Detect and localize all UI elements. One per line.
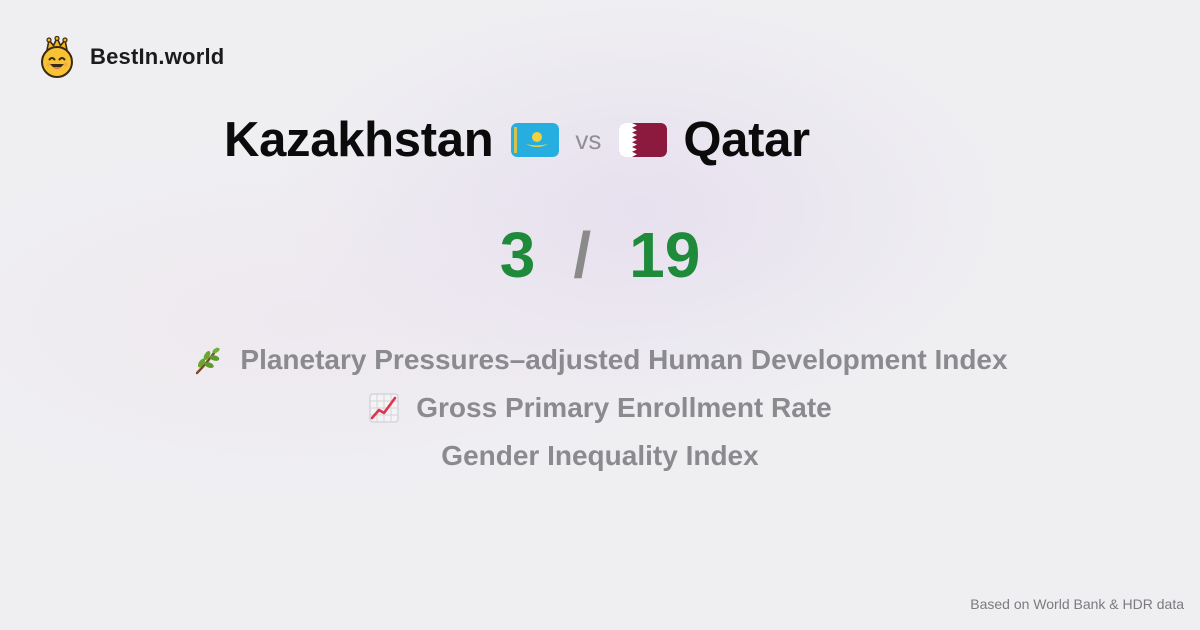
qatar-flag-icon [619, 123, 668, 157]
right-score: 19 [629, 219, 701, 291]
left-country-name: Kazakhstan [224, 113, 494, 167]
brand[interactable]: BestIn.world [38, 36, 224, 78]
metric-label: Planetary Pressures–adjusted Human Devel… [240, 344, 1008, 375]
herb-icon [196, 347, 221, 375]
score-separator: / [573, 219, 592, 291]
vs-label: vs [575, 124, 602, 155]
kazakhstan-flag-icon [511, 123, 560, 157]
metric-item: Gross Primary Enrollment Rate [0, 384, 1200, 432]
brand-name: BestIn.world [90, 44, 225, 69]
right-country-name: Qatar [683, 113, 810, 167]
data-source-note: Based on World Bank & HDR data [970, 596, 1184, 612]
chart-increasing-icon [369, 393, 399, 423]
metric-label: Gross Primary Enrollment Rate [416, 392, 832, 423]
metric-item: Gender Inequality Index [0, 432, 1200, 480]
metric-item: Planetary Pressures–adjusted Human Devel… [0, 336, 1200, 384]
comparison-header: Kazakhstan vs Qatar [224, 110, 810, 170]
metrics-list: Planetary Pressures–adjusted Human Devel… [0, 336, 1200, 480]
crowned-smiley-logo [41, 36, 73, 78]
metric-label: Gender Inequality Index [441, 440, 759, 471]
score: 3 / 19 [0, 218, 1200, 292]
left-score: 3 [499, 219, 536, 291]
